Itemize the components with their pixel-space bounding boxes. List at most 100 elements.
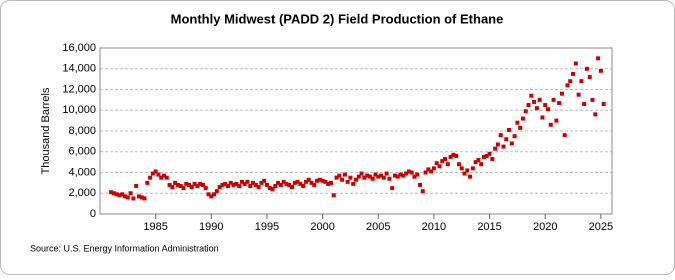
data-point (340, 177, 345, 182)
data-point (231, 182, 236, 187)
data-point (509, 141, 514, 146)
data-point (376, 174, 381, 179)
data-point (301, 183, 306, 188)
data-point (565, 83, 570, 88)
data-point (234, 181, 239, 186)
data-point (270, 187, 275, 192)
data-point (454, 153, 459, 158)
data-point (501, 144, 506, 149)
data-point (345, 179, 350, 184)
y-tick-label: 8,000 (68, 125, 96, 137)
data-point (381, 175, 386, 180)
data-point (579, 79, 584, 84)
data-point (493, 146, 498, 151)
data-point (418, 182, 422, 187)
plot-frame (99, 47, 613, 215)
data-point (540, 115, 545, 120)
data-point (431, 166, 436, 171)
data-point (523, 109, 528, 114)
data-point (328, 180, 333, 185)
data-point (162, 173, 166, 178)
data-point (125, 195, 130, 200)
data-point (398, 172, 403, 177)
data-point (404, 171, 409, 176)
data-point (142, 196, 147, 201)
x-tick-label: 2025 (589, 221, 613, 233)
data-point (281, 179, 286, 184)
data-point (312, 182, 317, 187)
data-point (167, 182, 172, 187)
data-point (526, 103, 531, 108)
data-point (331, 193, 336, 198)
data-point (401, 173, 406, 178)
data-point (459, 166, 464, 171)
data-point (451, 152, 456, 157)
data-point (348, 175, 353, 180)
data-point (390, 186, 395, 191)
data-point (195, 183, 200, 188)
x-tick-label: 2000 (310, 221, 334, 233)
data-point (462, 171, 467, 176)
data-point (315, 178, 320, 183)
data-point (498, 133, 503, 138)
data-point (145, 180, 150, 185)
y-tick-label: 16,000 (62, 42, 96, 54)
data-point (476, 158, 481, 163)
data-point (379, 173, 384, 178)
data-point (159, 175, 164, 180)
data-point (373, 172, 378, 177)
data-point (365, 173, 370, 178)
data-point (554, 118, 559, 123)
data-point (228, 180, 233, 185)
data-point (359, 171, 364, 176)
y-tick-label: 6,000 (68, 146, 96, 158)
data-point (412, 174, 417, 179)
x-tick-label: 2015 (477, 221, 501, 233)
data-point (487, 151, 492, 156)
data-point (306, 177, 311, 182)
source-note: Source: U.S. Energy Information Administ… (30, 243, 219, 253)
data-point (123, 194, 128, 199)
data-point (354, 177, 358, 182)
x-tick-label: 2005 (366, 221, 390, 233)
data-point (278, 182, 283, 187)
data-point (465, 168, 470, 173)
x-tick-label: 1985 (143, 221, 167, 233)
data-point (109, 190, 114, 195)
data-point (406, 169, 411, 174)
data-point (114, 192, 119, 197)
data-point (290, 185, 294, 190)
y-axis-label: Thousand Barrels (40, 87, 52, 174)
data-point (537, 97, 542, 102)
data-point (237, 183, 242, 188)
data-point (284, 181, 289, 186)
data-point (303, 179, 308, 184)
data-point (479, 162, 484, 167)
data-point (429, 169, 434, 174)
data-point (245, 179, 250, 184)
data-point (423, 170, 428, 175)
data-point (512, 134, 517, 139)
data-point (251, 180, 256, 185)
data-point (437, 164, 442, 169)
data-point (187, 182, 192, 187)
data-point (576, 92, 581, 97)
data-point (448, 154, 453, 159)
data-point (507, 127, 512, 132)
data-point (253, 182, 258, 187)
data-point (571, 71, 576, 76)
data-point (267, 186, 272, 191)
data-point (295, 179, 300, 184)
data-point (490, 157, 495, 162)
data-point (189, 185, 194, 190)
y-tick-label: 10,000 (62, 104, 96, 116)
data-point (482, 154, 486, 159)
data-point (434, 161, 439, 166)
data-point (287, 182, 292, 187)
x-tick-label: 1995 (255, 221, 279, 233)
data-point (470, 166, 475, 171)
y-tick-label: 2,000 (68, 187, 96, 199)
y-tick-label: 14,000 (62, 63, 96, 75)
data-point (259, 180, 264, 185)
